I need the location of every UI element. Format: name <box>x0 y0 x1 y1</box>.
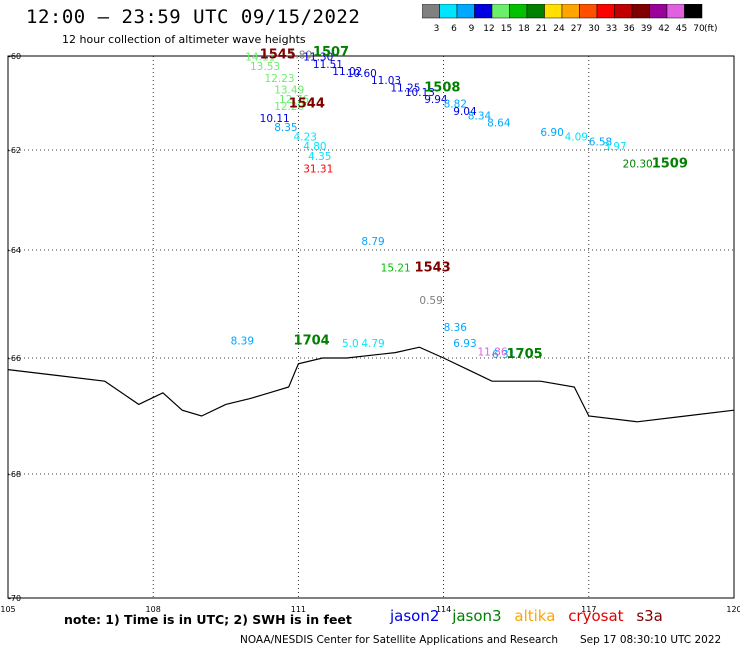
longitude-tick-label: 105 <box>0 605 15 614</box>
legend-swatch-70 <box>684 4 703 19</box>
legend-tick-label: 39 <box>641 24 653 34</box>
legend-tick-label: 70 <box>693 24 705 34</box>
wave-height-value: 8.35 <box>274 122 297 134</box>
wave-height-value: 4.80 <box>303 141 326 153</box>
pass-number-label: 1704 <box>294 334 330 349</box>
wave-height-value: 12.76 <box>279 94 309 106</box>
wave-height-value: 9.94 <box>424 94 448 106</box>
wave-height-value: 4.09 <box>565 132 588 144</box>
wave-height-value: 10.11 <box>260 113 290 125</box>
wave-height-value: 10.13 <box>405 87 435 99</box>
wave-height-value: 15.21 <box>381 263 411 275</box>
legend-tick-label: 27 <box>571 24 582 34</box>
map-subtitle: 12 hour collection of altimeter wave hei… <box>62 33 306 46</box>
wave-height-value: 31.31 <box>303 164 333 176</box>
pass-number-label: 1508 <box>424 80 460 95</box>
legend-tick-label: 21 <box>536 24 547 34</box>
pass-number-label: 1705 <box>507 347 543 362</box>
wave-height-value: 11.03 <box>371 75 401 87</box>
legend-tick-label: 30 <box>588 24 600 34</box>
legend-tick-label: 45 <box>676 24 687 34</box>
satellite-jason3: jason3 <box>452 607 502 625</box>
latitude-tick-label: -68 <box>8 470 21 479</box>
map-title: 12:00 – 23:59 UTC 09/15/2022 <box>26 6 361 28</box>
latitude-tick-label: -62 <box>8 146 21 155</box>
wave-height-value: 8.34 <box>468 110 492 122</box>
pass-number-label: 1543 <box>415 261 451 276</box>
wave-height-value: 6.93 <box>453 338 476 350</box>
wave-height-value: 11.51 <box>313 59 343 71</box>
pass-number-label: 1544 <box>289 97 325 112</box>
longitude-tick-label: 111 <box>291 605 306 614</box>
legend-tick-label: 42 <box>658 24 669 34</box>
antarctic-coastline <box>7 346 735 423</box>
map-frame <box>7 55 735 599</box>
legend-tick-label: 15 <box>501 24 512 34</box>
wave-height-value: 9.04 <box>453 106 477 118</box>
wave-height-value: 8.36 <box>444 322 468 334</box>
wave-height-value: 3.97 <box>603 141 626 153</box>
satellite-jason2: jason2 <box>390 607 440 625</box>
wave-height-value: 20.30 <box>623 159 653 171</box>
satellite-altika: altika <box>514 607 556 625</box>
wave-height-value: 12.20 <box>274 101 304 113</box>
longitude-tick-label: 117 <box>581 605 596 614</box>
satellite-cryosat: cryosat <box>568 607 624 625</box>
wave-height-value: 8.64 <box>487 118 511 130</box>
legend-tick-label: 24 <box>553 24 565 34</box>
wave-height-value: 11.30 <box>303 52 333 64</box>
wave-height-value: 10.60 <box>347 68 377 80</box>
generation-timestamp: Sep 17 08:30:10 UTC 2022 <box>580 634 722 646</box>
wave-height-value: 6.58 <box>589 136 612 148</box>
legend-unit-label: (ft) <box>704 24 718 34</box>
wave-height-value: 4.35 <box>308 151 331 163</box>
wave-height-value: 11.25 <box>390 82 420 94</box>
pass-number-label: 1509 <box>652 157 688 172</box>
latitude-tick-label: -66 <box>8 354 21 363</box>
longitude-tick-label: 120 <box>726 605 740 614</box>
wave-height-value: 4.79 <box>361 338 384 350</box>
wave-height-value: 11.86 <box>477 346 507 358</box>
satellite-s3a: s3a <box>636 607 663 625</box>
wave-height-value: 5.0 <box>342 338 359 350</box>
legend-tick-label: 36 <box>623 24 635 34</box>
longitude-tick-label: 108 <box>146 605 161 614</box>
wave-height-value: 8.79 <box>361 236 384 248</box>
wave-height-value: 8.82 <box>444 99 467 111</box>
wave-height-value: 6.90 <box>540 127 563 139</box>
latitude-tick-label: -64 <box>8 246 21 255</box>
latitude-tick-label: -60 <box>8 52 21 61</box>
wave-height-value: 8.39 <box>231 336 254 348</box>
credit-line: NOAA/NESDIS Center for Satellite Applica… <box>240 634 558 646</box>
satellite-legend: jason2 jason3 altika cryosat s3a <box>390 607 671 625</box>
wave-height-value: 0.59 <box>419 295 442 307</box>
pass-number-label: 1545 <box>260 47 296 62</box>
wave-height-value: 11.02 <box>332 66 362 78</box>
legend-tick-label: 3 <box>434 24 440 34</box>
pass-number-label: 1507 <box>313 45 349 60</box>
wave-height-value: 12.23 <box>265 73 295 85</box>
legend-tick-label: 12 <box>483 24 494 34</box>
wave-height-value: 1.80 <box>289 49 312 61</box>
legend-tick-label: 18 <box>518 24 530 34</box>
color-scale-legend: 3 6 9 12 15 18 21 24 27 30 33 36 39 42 45 70 (ft) <box>422 4 718 34</box>
legend-tick-label: 6 <box>451 24 457 34</box>
latitude-tick-label: -70 <box>8 594 21 603</box>
longitude-tick-label: 114 <box>436 605 451 614</box>
legend-tick-label: 9 <box>469 24 475 34</box>
wave-height-value: 13.49 <box>274 85 304 97</box>
wave-height-value: 4.23 <box>294 132 317 144</box>
wave-height-value: 13.53 <box>250 61 280 73</box>
units-note: note: 1) Time is in UTC; 2) SWH is in fe… <box>64 612 352 627</box>
legend-tick-label: 33 <box>606 24 617 34</box>
wave-height-value: 14.11 <box>245 52 275 64</box>
wave-height-value: 6.31 <box>492 349 515 361</box>
